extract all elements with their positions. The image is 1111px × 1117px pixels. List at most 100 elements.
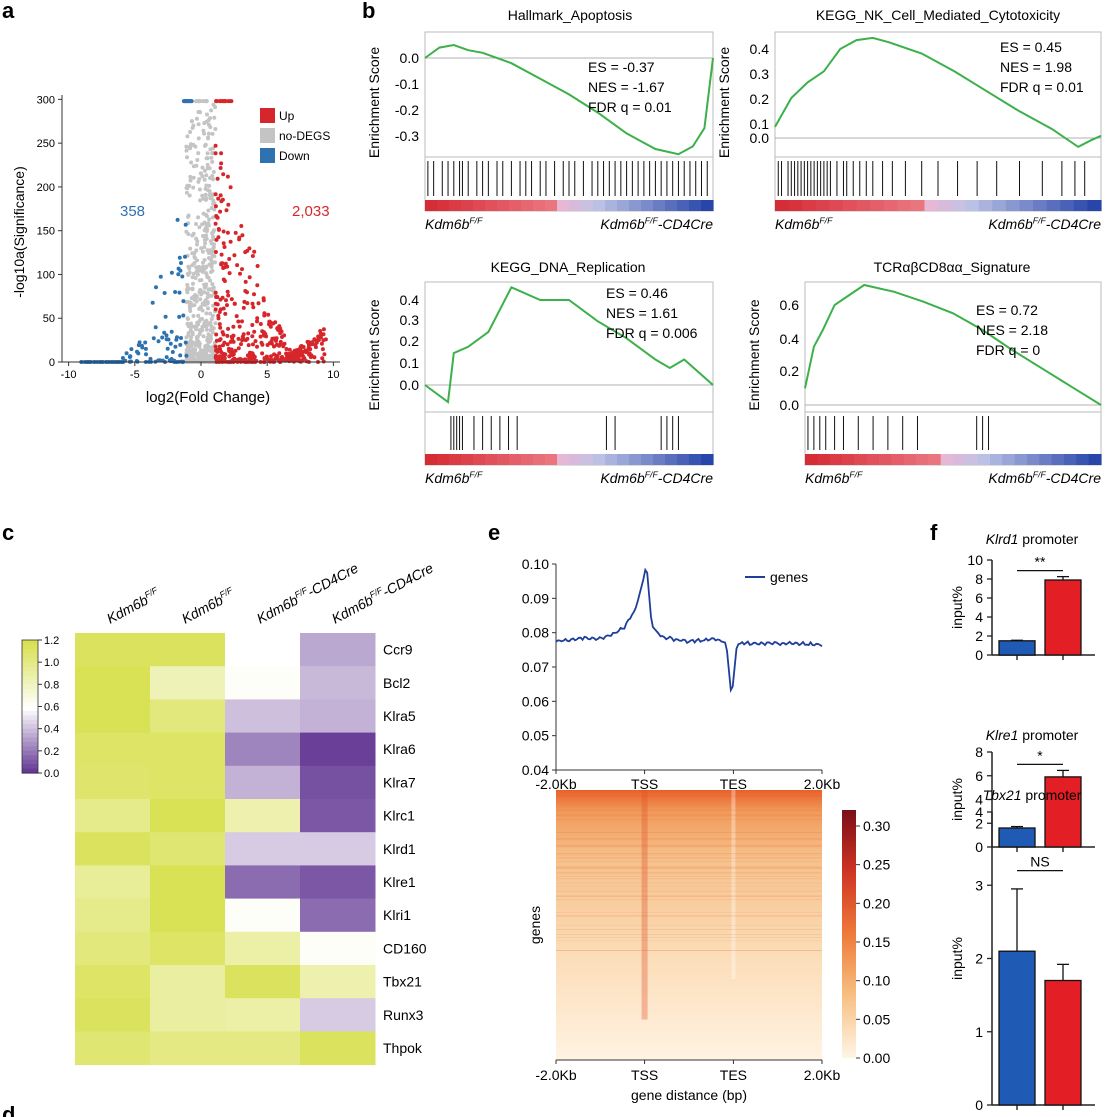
gsea-rank-cell <box>509 200 522 211</box>
volcano-point-up <box>239 224 244 228</box>
heatmap-scale-label: 0.0 <box>44 768 59 780</box>
volcano-point-nodegs <box>190 332 195 337</box>
volcano-point-down <box>180 274 185 279</box>
volcano-point-up <box>221 277 226 282</box>
heatmap-cell <box>300 765 376 800</box>
volcano-point-nodegs <box>192 303 197 308</box>
gsea-rank-cell <box>1064 454 1077 465</box>
volcano-point-nodegs <box>204 282 209 287</box>
gsea-rank-cell <box>916 454 929 465</box>
gsea-rank-cell <box>545 454 558 465</box>
profile-heat-xlabel: gene distance (bp) <box>631 1087 747 1103</box>
heatmap-scale-cell <box>22 733 38 739</box>
gsea-ytick-label: 0.0 <box>780 397 800 413</box>
heatmap-column-label-text: Kdm6bF/F <box>179 585 238 627</box>
heatmap-scale-label: 0.2 <box>44 746 59 758</box>
volcano-point-nodegs <box>209 270 213 274</box>
volcano-point-up <box>213 151 218 156</box>
gsea-rank-cell <box>870 200 885 211</box>
volcano-point-up <box>232 301 237 306</box>
volcano-point-nodegs <box>186 272 191 277</box>
heatmap-scale-label: 0.4 <box>44 724 59 736</box>
volcano-point-down <box>178 353 183 358</box>
gsea-rank-cell <box>829 454 843 465</box>
gsea-title: Hallmark_Apoptosis <box>508 7 633 23</box>
gsea-ylabel: Enrichment Score <box>366 47 382 158</box>
volcano-point-nodegs <box>200 357 205 362</box>
volcano-point-up <box>319 341 324 346</box>
volcano-point-up <box>240 233 245 238</box>
gsea-ytick-label: 0.3 <box>750 66 770 82</box>
expression-heatmap: Ccr9 Bcl2 Klra5 Klra6 Klra7 Klrc1 Klrd1 Klre1 Kl… <box>21 560 436 1066</box>
volcano-ytick-label: 50 <box>43 313 55 325</box>
gsea-title: KEGG_NK_Cell_Mediated_Cytotoxicity <box>816 7 1060 23</box>
volcano-point-nodegs <box>195 337 200 342</box>
volcano-point-down <box>183 254 187 259</box>
volcano-point-nodegs <box>210 288 215 293</box>
volcano-point-down <box>174 337 179 342</box>
volcano-point-nodegs <box>190 287 195 292</box>
volcano-point-nodegs <box>188 146 193 151</box>
gsea-rank-cell <box>977 454 991 465</box>
volcano-point-up <box>260 351 265 356</box>
volcano-point-up <box>242 299 247 304</box>
heatmap-row-label: Runx3 <box>383 1007 424 1023</box>
volcano-point-up <box>252 249 257 254</box>
volcano-point-up <box>240 319 244 324</box>
volcano-point-nodegs <box>196 179 201 184</box>
volcano-point-up <box>262 311 267 316</box>
gsea-rank-cell <box>473 454 486 465</box>
volcano-point-nodegs <box>204 233 209 238</box>
heatmap-cell <box>75 998 151 1032</box>
volcano-point-nodegs <box>194 116 199 121</box>
gsea-rank-cell <box>802 200 817 211</box>
volcano-point-up <box>213 290 218 295</box>
heatmap-cell <box>300 699 376 734</box>
heatmap-row-label: Ccr9 <box>383 642 413 658</box>
profile-xtick-label: TES <box>720 776 747 792</box>
volcano-point-up <box>256 301 261 306</box>
volcano-point-nodegs <box>211 215 215 220</box>
volcano-point-nodegs <box>197 225 202 230</box>
volcano-point-nodegs <box>197 187 202 192</box>
volcano-point-up <box>316 334 321 339</box>
legend-label-up: Up <box>279 109 295 123</box>
volcano-point-up <box>213 221 218 226</box>
panel-label-e: e <box>488 520 500 545</box>
profile-colorbar-label: 0.25 <box>863 857 890 873</box>
gsea-rank-cell <box>1046 200 1061 211</box>
gsea-rank-cell <box>910 200 925 211</box>
profile-colorbar <box>842 810 856 1058</box>
volcano-point-up <box>239 342 243 347</box>
heatmap-cell <box>225 931 301 966</box>
heatmap-cell <box>150 931 226 966</box>
volcano-point-nodegs <box>186 286 191 291</box>
bar-chart-klrd1: Klrd1 promoter 0 2 4 6 8 10 input% ** <box>949 531 1095 663</box>
heatmap-cell <box>150 832 226 866</box>
volcano-point-down <box>164 333 169 338</box>
volcano-point-up <box>225 230 230 235</box>
heatmap-cell <box>225 666 301 700</box>
significance-label: ** <box>1035 554 1046 570</box>
volcano-point-nodegs <box>203 143 207 148</box>
volcano-point-up <box>243 279 248 284</box>
legend-label-nodegs: no-DEGS <box>279 129 330 143</box>
heatmap-row-label: Klra5 <box>383 708 416 724</box>
profile-heat-xtick-label: TES <box>720 1067 747 1083</box>
volcano-point-nodegs <box>210 231 215 236</box>
gsea-rank-cell <box>903 454 917 465</box>
volcano-point-down <box>162 291 167 295</box>
heatmap-cell <box>75 799 151 833</box>
volcano-point-up <box>237 235 242 240</box>
volcano-point-up <box>246 343 251 348</box>
gsea-rank-cell <box>509 454 522 465</box>
bar <box>1044 579 1082 656</box>
volcano-point-nodegs <box>190 233 195 238</box>
gsea-rank-cell <box>990 454 1003 465</box>
volcano-point-down <box>183 340 188 345</box>
volcano-point-down <box>184 353 189 358</box>
volcano-point-up <box>255 316 260 321</box>
volcano-point-up <box>277 351 282 356</box>
volcano-point-up <box>278 331 283 336</box>
